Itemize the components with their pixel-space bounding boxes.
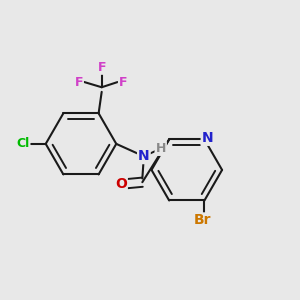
Text: O: O xyxy=(115,177,127,191)
Text: Cl: Cl xyxy=(16,137,29,150)
Text: H: H xyxy=(155,142,166,155)
Text: F: F xyxy=(74,76,83,89)
Text: N: N xyxy=(202,131,213,145)
Text: Br: Br xyxy=(194,213,212,227)
Text: F: F xyxy=(119,76,128,89)
Text: N: N xyxy=(138,149,150,163)
Text: F: F xyxy=(98,61,106,74)
